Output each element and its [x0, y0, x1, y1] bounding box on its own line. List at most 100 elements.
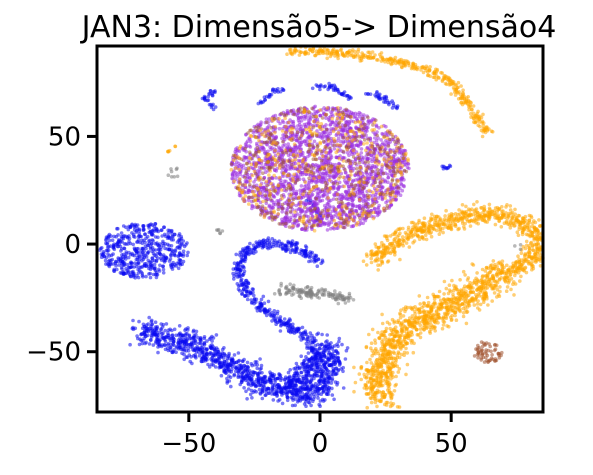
gray-point	[338, 293, 343, 298]
gray-point	[513, 244, 517, 248]
orange-point	[491, 275, 496, 279]
blue-point	[249, 251, 253, 255]
blue-point	[147, 342, 152, 346]
orange-point	[418, 302, 423, 306]
blue-point	[319, 342, 324, 347]
blue-point	[304, 376, 309, 381]
blue-point	[273, 312, 277, 316]
blue-point	[387, 102, 391, 107]
orange-point	[376, 351, 381, 356]
gray-point	[311, 293, 316, 297]
blue-point	[252, 293, 256, 298]
blue-point	[169, 336, 174, 341]
blue-point	[222, 346, 226, 350]
orange-point	[323, 50, 328, 55]
blue-point	[163, 241, 167, 246]
blue-point	[326, 392, 331, 397]
orange-point	[364, 383, 368, 388]
blue-point	[140, 241, 145, 246]
blue-point	[245, 360, 250, 365]
orange-point	[496, 213, 501, 217]
orange-point	[459, 84, 463, 88]
gray-point	[333, 297, 338, 302]
blue-point	[168, 348, 173, 353]
gray-point	[166, 173, 171, 177]
orange-point	[369, 400, 374, 405]
orange-point	[537, 218, 541, 222]
blue-point	[177, 262, 181, 266]
blue-point	[390, 106, 395, 110]
orange-point	[532, 255, 537, 259]
blue-point	[107, 238, 112, 243]
gray-point	[304, 291, 308, 296]
blue-point	[162, 258, 166, 263]
blue-point	[262, 301, 267, 306]
orange-point	[330, 48, 335, 53]
blue-point	[249, 301, 254, 305]
blue-point	[119, 262, 124, 266]
blue-point	[327, 357, 331, 362]
blue-point	[171, 238, 176, 242]
blue-point	[232, 261, 237, 266]
blue-point	[327, 81, 331, 86]
blue-point	[263, 375, 268, 379]
blue-point	[310, 336, 315, 340]
orange-point	[398, 257, 402, 262]
blue-point	[194, 329, 199, 334]
orange-point	[447, 283, 452, 288]
blue-point	[130, 326, 135, 331]
blue-point	[234, 252, 238, 257]
blue-point	[268, 246, 273, 250]
blue-point	[110, 257, 114, 262]
gray-point	[218, 231, 222, 236]
orange-point	[470, 107, 474, 112]
orange-point	[497, 294, 502, 299]
blue-point	[162, 343, 167, 347]
blue-point	[288, 240, 293, 245]
blue-point	[270, 319, 274, 323]
blue-point	[293, 366, 298, 371]
blue-point	[263, 98, 268, 102]
orange-point	[471, 286, 475, 290]
blue-point	[337, 336, 342, 341]
chart-title: JAN3: Dimensão5-> Dimensão4	[80, 10, 557, 45]
gray-point	[307, 288, 312, 293]
orange-point	[392, 239, 397, 244]
orange-point	[453, 222, 458, 227]
blue-point	[295, 246, 300, 250]
blue-point	[170, 333, 174, 338]
orange-point	[393, 356, 398, 361]
orange-point	[379, 59, 384, 63]
blue-point	[316, 342, 320, 347]
orange-point	[374, 378, 379, 383]
blue-point	[445, 166, 450, 170]
orange-point	[489, 283, 493, 288]
orange-point	[385, 234, 390, 239]
orange-point	[531, 266, 536, 271]
orange-point	[387, 351, 391, 355]
blue-point	[168, 327, 172, 332]
orange-point	[442, 279, 447, 284]
gray-point	[306, 285, 310, 289]
orange-point	[341, 52, 345, 57]
blue-point	[336, 344, 340, 349]
orange-point	[516, 254, 520, 258]
blue-point	[158, 263, 162, 268]
orange-point	[376, 245, 381, 250]
blue-point	[314, 83, 319, 87]
blue-point	[231, 362, 236, 366]
blue-point	[223, 353, 228, 358]
orange-point	[403, 325, 408, 330]
orange-point	[353, 49, 358, 54]
blue-point	[143, 244, 148, 248]
blue-point	[287, 323, 291, 328]
blue-point	[302, 359, 306, 363]
blue-point	[349, 96, 353, 100]
blue-point	[104, 237, 108, 241]
orange-point	[505, 263, 509, 268]
orange-point	[436, 294, 440, 299]
orange-point	[384, 373, 389, 378]
orange-point	[449, 304, 453, 309]
blue-point	[110, 238, 115, 242]
